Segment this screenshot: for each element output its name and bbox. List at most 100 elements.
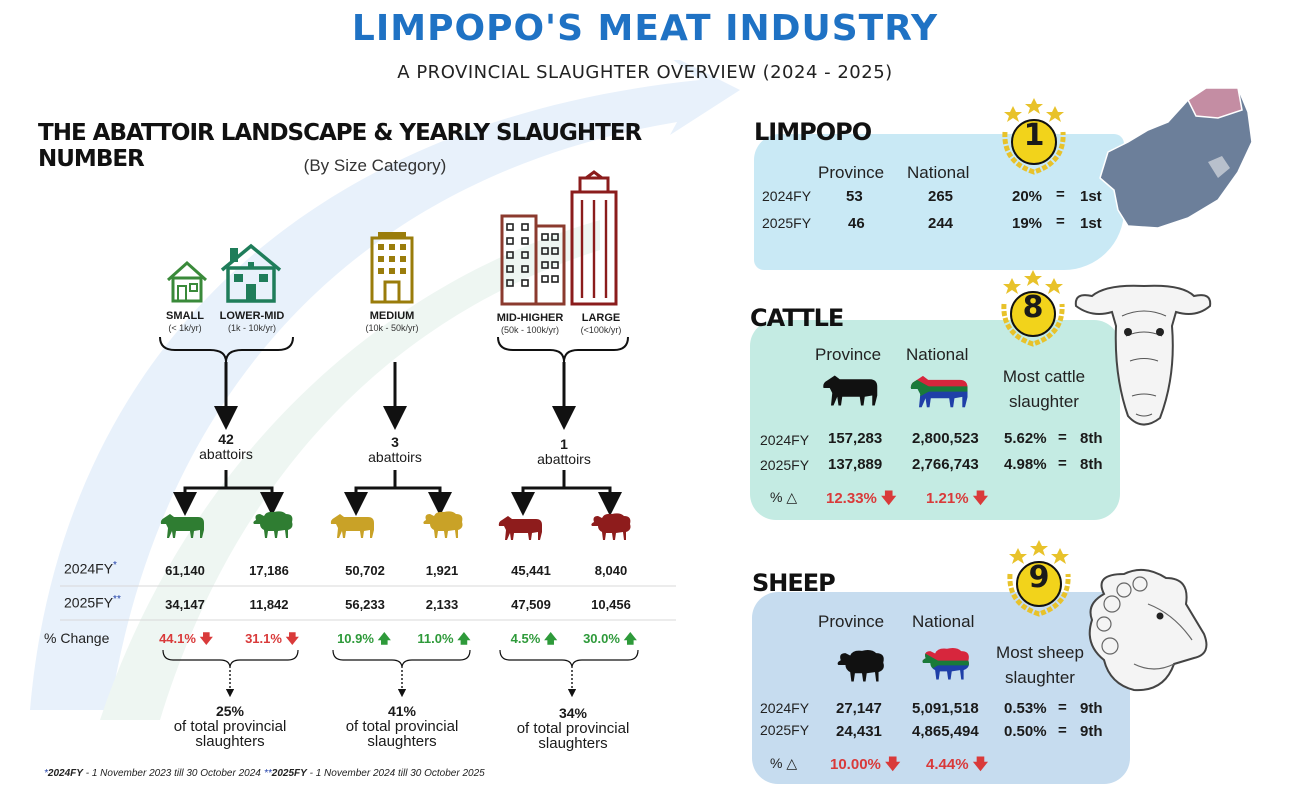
footnote-2024: *2024FY - 1 November 2023 till 30 Octobe… <box>44 768 261 779</box>
g3-change-sheep: 30.0% 🡅 <box>583 631 637 646</box>
south-africa-map-icon <box>1099 87 1253 229</box>
g3-2025-cattle: 47,509 <box>511 597 551 612</box>
lower-mid-house-icon <box>220 243 282 303</box>
sheep-change-national: 4.44% 🡇 <box>926 756 989 773</box>
g3-2024-sheep: 8,040 <box>594 563 628 578</box>
limpopo-2025-rank: 1st <box>1080 215 1102 232</box>
cattle-2025-pct: 4.98% <box>1004 456 1047 473</box>
g3-change-cattle: 4.5% 🡅 <box>510 631 558 646</box>
delta-icon: △ <box>786 489 798 505</box>
g2-2025-cattle: 56,233 <box>345 597 385 612</box>
limpopo-2024-year: 2024FY <box>762 188 812 204</box>
g1-change-sheep: 31.1% 🡇 <box>245 631 299 646</box>
sheep-2024-province: 27,147 <box>836 700 882 717</box>
equals-icon: = <box>1058 429 1067 446</box>
g2-2025-sheep: 2,133 <box>425 597 459 612</box>
arrow-down-icon: 🡇 <box>881 490 897 507</box>
sheep-change-province: 10.00% 🡇 <box>830 756 901 773</box>
g3-2025-sheep: 10,456 <box>591 597 631 612</box>
sheep-silhouette-icon <box>837 650 884 682</box>
cattle-2024-national: 2,800,523 <box>912 430 979 447</box>
animal-icons <box>160 511 631 540</box>
limpopo-rank: 1 <box>1023 118 1045 153</box>
sheep-2025-rank: 9th <box>1080 723 1103 740</box>
group3-unit: abattoirs <box>537 451 591 467</box>
size-label-mid-higher: MID-HIGHER <box>496 312 564 324</box>
size-range-medium: (10k - 50k/yr) <box>365 323 419 333</box>
limpopo-col-province: Province <box>818 163 885 182</box>
cattle-col-province: Province <box>815 345 882 364</box>
sheep-note: Most sheep slaughter <box>996 643 1084 687</box>
sheep-2024-rank: 9th <box>1080 700 1103 717</box>
limpopo-2024-province: 53 <box>846 188 863 205</box>
size-range-small: (< 1k/yr) <box>168 323 202 333</box>
equals-icon: = <box>1058 722 1067 739</box>
arrow-up-icon: 🡅 <box>543 631 558 646</box>
arrow-up-icon: 🡅 <box>457 631 471 646</box>
cattle-2025-national: 2,766,743 <box>912 456 979 473</box>
limpopo-2025-national: 244 <box>928 215 954 232</box>
size-range-lower-mid: (1k - 10k/yr) <box>227 323 276 333</box>
cow-head-icon <box>1074 284 1212 426</box>
cattle-title: CATTLE <box>750 304 844 332</box>
sa-flag-cow-icon <box>910 375 968 408</box>
sheep-rank: 9 <box>1028 560 1050 595</box>
row-label-2025: 2025FY** <box>64 594 121 611</box>
small-house-icon <box>166 260 208 303</box>
cattle-2024-year: 2024FY <box>760 432 810 448</box>
cow-silhouette-icon <box>823 375 878 406</box>
g2-change-sheep: 11.0% 🡅 <box>417 631 471 646</box>
abattoir-heading: THE ABATTOIR LANDSCAPE & YEARLY SLAUGHTE… <box>38 120 642 172</box>
g2-2024-sheep: 1,921 <box>425 563 459 578</box>
cattle-change-province: 12.33% 🡇 <box>826 490 897 507</box>
sheep-change-label: % △ <box>770 755 798 771</box>
sheep-2024-pct: 0.53% <box>1004 700 1047 717</box>
arrow-down-icon: 🡇 <box>285 631 299 646</box>
g3-share: 34% of total provincial slaughters <box>516 705 630 752</box>
g2-share: 41% of total provincial slaughters <box>345 703 459 750</box>
limpopo-2025-province: 46 <box>848 215 865 232</box>
abattoir-subheading: (By Size Category) <box>303 156 447 175</box>
cattle-2024-province: 157,283 <box>828 430 883 447</box>
mid-higher-building-icon <box>500 214 566 306</box>
limpopo-2024-pct: 20% <box>1012 188 1043 205</box>
arrow-down-icon: 🡇 <box>972 490 989 507</box>
footnote-2025: **2025FY - 1 November 2024 till 30 Octob… <box>264 768 485 779</box>
rank-medal-icon <box>1007 540 1071 617</box>
page-title: LIMPOPO'S MEAT INDUSTRY <box>351 8 939 49</box>
arrow-up-icon: 🡅 <box>623 631 637 646</box>
g1-2024-cattle: 61,140 <box>165 563 205 578</box>
limpopo-title: LIMPOPO <box>754 118 872 146</box>
g1-share: 25% of total provincial slaughters <box>173 703 287 750</box>
arrow-up-icon: 🡅 <box>377 631 391 646</box>
cattle-rank: 8 <box>1022 290 1044 325</box>
cattle-2025-year: 2025FY <box>760 457 810 473</box>
sheep-title: SHEEP <box>752 569 836 597</box>
cattle-2025-rank: 8th <box>1080 456 1103 473</box>
cattle-col-national: National <box>906 345 969 364</box>
page-subtitle: A PROVINCIAL SLAUGHTER OVERVIEW (2024 - … <box>397 62 893 83</box>
limpopo-col-national: National <box>907 163 970 182</box>
group3-count: 1 <box>560 436 568 452</box>
limpopo-panel <box>754 134 1124 270</box>
group1-unit: abattoirs <box>199 446 253 462</box>
g1-2025-sheep: 11,842 <box>249 597 289 612</box>
row-label-change: % Change <box>44 630 110 646</box>
sheep-2024-national: 5,091,518 <box>912 700 979 717</box>
sheep-col-province: Province <box>818 612 885 631</box>
g2-2024-cattle: 50,702 <box>345 563 385 578</box>
sheep-2025-year: 2025FY <box>760 722 810 738</box>
g1-2024-sheep: 17,186 <box>249 563 289 578</box>
rank-medal-icon <box>1001 270 1065 347</box>
g2-change-cattle: 10.9% 🡅 <box>337 631 391 646</box>
flow-arrows <box>60 336 676 698</box>
size-range-large: (<100k/yr) <box>580 325 622 335</box>
size-label-lower-mid: LOWER-MID <box>219 310 285 322</box>
g1-2025-cattle: 34,147 <box>165 597 205 612</box>
limpopo-2024-rank: 1st <box>1080 188 1102 205</box>
group2-count: 3 <box>391 434 399 450</box>
size-label-medium: MEDIUM <box>369 310 415 322</box>
cattle-change-label: % △ <box>770 489 798 505</box>
background-swoosh <box>30 60 740 720</box>
limpopo-2024-national: 265 <box>928 188 954 205</box>
